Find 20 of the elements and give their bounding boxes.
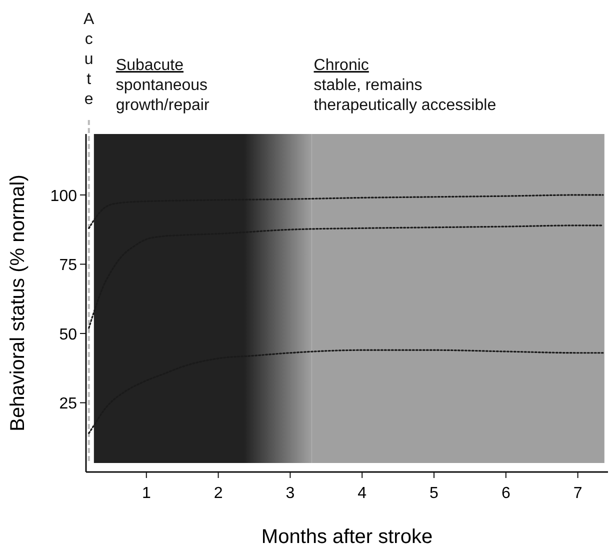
x-tick-label: 2 [214, 485, 223, 502]
x-tick-label: 3 [286, 485, 295, 502]
text: Subacute [116, 57, 184, 74]
x-axis-title: Months after stroke [261, 526, 433, 548]
y-tick-label: 25 [59, 396, 78, 413]
text: therapeutically accessible [314, 97, 496, 114]
y-tick-label: 50 [59, 326, 78, 344]
x-tick-label: 5 [430, 485, 439, 502]
text: stable, remains [314, 77, 422, 94]
x-tick-label: 6 [501, 485, 510, 502]
ref-line-label: Acute [84, 11, 95, 108]
x-tick-label: 4 [358, 485, 367, 502]
x-tick-label: 1 [142, 485, 151, 502]
text: Chronic [314, 57, 369, 74]
y-tick-label: 75 [59, 257, 78, 274]
text: spontaneous [116, 77, 208, 94]
y-tick-label: 100 [50, 188, 78, 205]
x-tick-label: 7 [573, 485, 582, 502]
text: growth/repair [116, 97, 210, 114]
y-axis-title: Behavioral status (% normal) [7, 174, 29, 432]
